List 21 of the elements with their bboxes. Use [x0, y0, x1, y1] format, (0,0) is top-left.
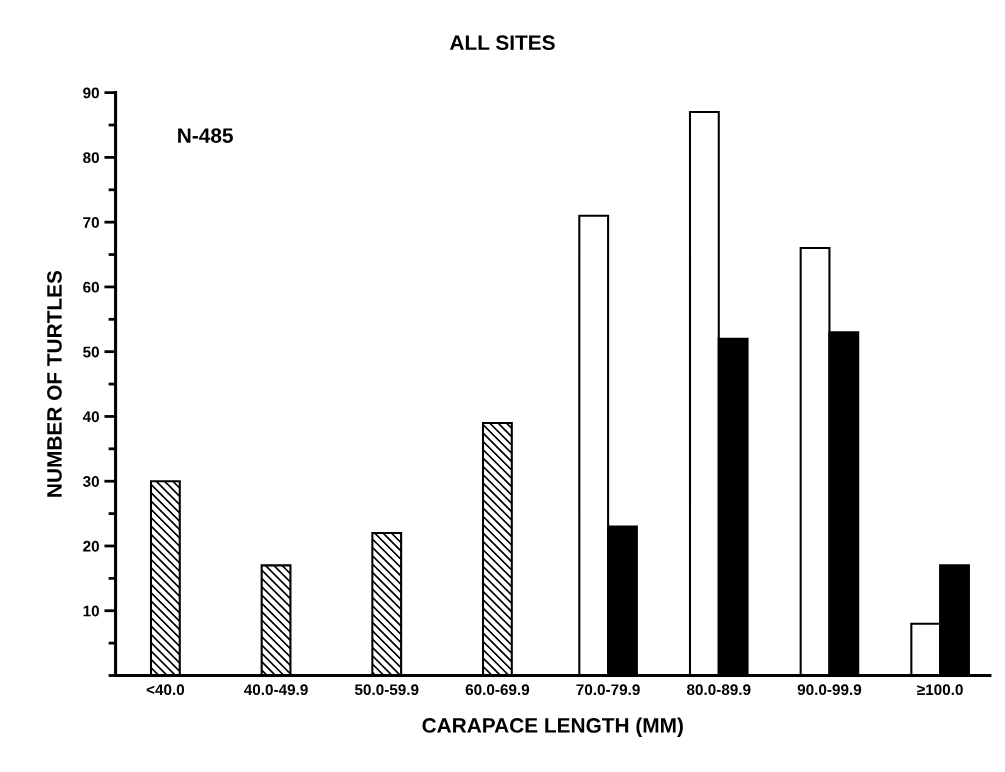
- x-tick-label: <40.0: [146, 684, 185, 696]
- x-tick-label: 40.0-49.9: [244, 684, 308, 696]
- x-tick-label: 70.0-79.9: [576, 684, 640, 696]
- x-axis-title: CARAPACE LENGTH (MM): [422, 717, 683, 737]
- x-tick-label: 80.0-89.9: [686, 684, 751, 696]
- x-tick-label: 50.0-59.9: [354, 684, 419, 696]
- y-tick-label: 30: [82, 476, 99, 487]
- y-tick-label: 10: [83, 605, 99, 617]
- y-tick-label: 20: [83, 540, 99, 552]
- x-tick-label: 60.0-69.9: [465, 684, 530, 696]
- y-tick-label: 40: [82, 411, 99, 423]
- chart-title: ALL SITES: [449, 35, 555, 51]
- y-tick-label: 50: [83, 346, 99, 358]
- y-tick-label: 60: [83, 281, 99, 293]
- annotation: N-485: [178, 128, 233, 143]
- y-tick-label: 90: [83, 87, 99, 99]
- y-tick-label: 80: [83, 152, 99, 164]
- x-tick-label: ≥100.0: [917, 684, 963, 696]
- y-tick-label: 70: [83, 217, 99, 228]
- y-axis-title: NUMBER OF TURTLES: [47, 270, 62, 497]
- x-tick-label: 90.0-99.9: [797, 684, 862, 696]
